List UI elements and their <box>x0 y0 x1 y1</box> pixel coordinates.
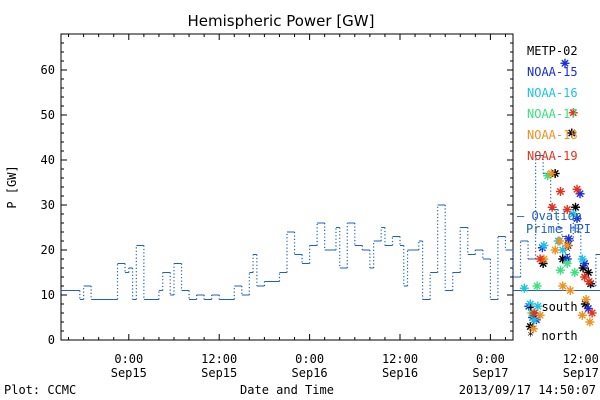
legend-noaa-18: NOAA-18 <box>527 128 578 142</box>
legend-noaa-15: NOAA-15 <box>527 65 578 79</box>
point-noaa-18 <box>528 324 538 334</box>
ovation-label-line1: — Ovation <box>517 209 582 223</box>
x-tick-time: 12:00 <box>563 352 599 366</box>
symbol-legend: + south * north <box>527 300 578 343</box>
point-metp-02 <box>571 202 581 212</box>
point-noaa-16 <box>519 283 529 293</box>
legend-metp-02: METP-02 <box>527 44 578 58</box>
footer-timestamp: 2013/09/17 14:50:07 <box>459 383 596 397</box>
x-tick-time: 12:00 <box>382 352 418 366</box>
point-noaa-19 <box>529 308 539 318</box>
point-noaa-18 <box>585 317 595 327</box>
point-noaa-19 <box>568 108 578 118</box>
symbol-legend-south: + south <box>527 300 578 314</box>
point-noaa-19 <box>587 308 597 318</box>
x-tick-time: 0:00 <box>295 352 324 366</box>
point-noaa-19 <box>580 272 590 282</box>
point-noaa-18 <box>550 245 560 255</box>
x-tick-date: Sep17 <box>563 366 599 380</box>
point-noaa-18 <box>565 286 575 295</box>
legend-noaa-16: NOAA-16 <box>527 86 578 100</box>
y-tick-label: 20 <box>41 243 55 257</box>
y-axis-label: P [GW] <box>5 165 19 208</box>
x-tick-date: Sep16 <box>382 366 418 380</box>
y-tick-label: 0 <box>48 333 55 347</box>
y-tick-label: 30 <box>41 198 55 212</box>
point-noaa-19 <box>562 205 572 214</box>
point-noaa-18 <box>581 295 591 304</box>
point-noaa-15 <box>560 58 570 68</box>
plot-frame <box>60 33 514 341</box>
legend-noaa-17: NOAA-17 <box>527 107 578 121</box>
legend: METP-02 NOAA-15 NOAA-16 NOAA-17 NOAA-18 NOAA-… <box>527 44 578 163</box>
point-noaa-18 <box>562 241 572 250</box>
point-noaa-19 <box>535 254 545 264</box>
legend-noaa-19: NOAA-19 <box>527 149 578 163</box>
chart-title: Hemispheric Power [GW] <box>188 12 375 30</box>
point-noaa-15 <box>564 234 574 244</box>
x-tick-date: Sep15 <box>201 366 237 380</box>
point-noaa-19 <box>572 184 582 194</box>
x-axis-label: Date and Time <box>240 383 334 397</box>
x-tick-time: 0:00 <box>476 352 505 366</box>
point-noaa-18 <box>555 236 565 246</box>
y-tick-label: 40 <box>41 153 55 167</box>
x-tick-time: 0:00 <box>114 352 143 366</box>
point-noaa-18 <box>577 310 587 320</box>
point-noaa-17 <box>570 268 580 277</box>
x-tick-time: 12:00 <box>201 352 237 366</box>
point-noaa-18 <box>558 281 568 291</box>
point-noaa-16 <box>568 209 578 219</box>
point-noaa-16 <box>533 301 543 311</box>
x-tick-date: Sep17 <box>472 366 508 380</box>
point-noaa-19 <box>555 187 565 196</box>
x-tick-date: Sep16 <box>292 366 328 380</box>
symbol-legend-north: * north <box>527 329 578 343</box>
point-noaa-17 <box>555 265 565 275</box>
point-noaa-16 <box>525 299 535 309</box>
y-axis: 0 10 20 30 40 50 60 <box>41 33 513 347</box>
ovation-series <box>61 155 600 300</box>
point-noaa-17 <box>562 259 572 268</box>
point-noaa-18 <box>546 169 556 178</box>
y-tick-label: 50 <box>41 108 55 122</box>
point-noaa-19 <box>547 202 557 212</box>
satellite-points <box>519 58 597 334</box>
point-noaa-16 <box>577 254 587 264</box>
x-axis: 0:00Sep1512:00Sep150:00Sep1612:00Sep160:… <box>68 34 599 380</box>
y-tick-label: 60 <box>41 63 55 77</box>
point-metp-02 <box>567 128 577 138</box>
x-tick-date: Sep15 <box>111 366 147 380</box>
point-noaa-16 <box>539 241 549 250</box>
ovation-label-line2: Prime HPI <box>526 222 591 236</box>
point-noaa-17 <box>532 281 542 291</box>
footer-source: Plot: CCMC <box>4 383 76 397</box>
point-noaa-19 <box>584 277 594 286</box>
y-tick-label: 10 <box>41 288 55 302</box>
